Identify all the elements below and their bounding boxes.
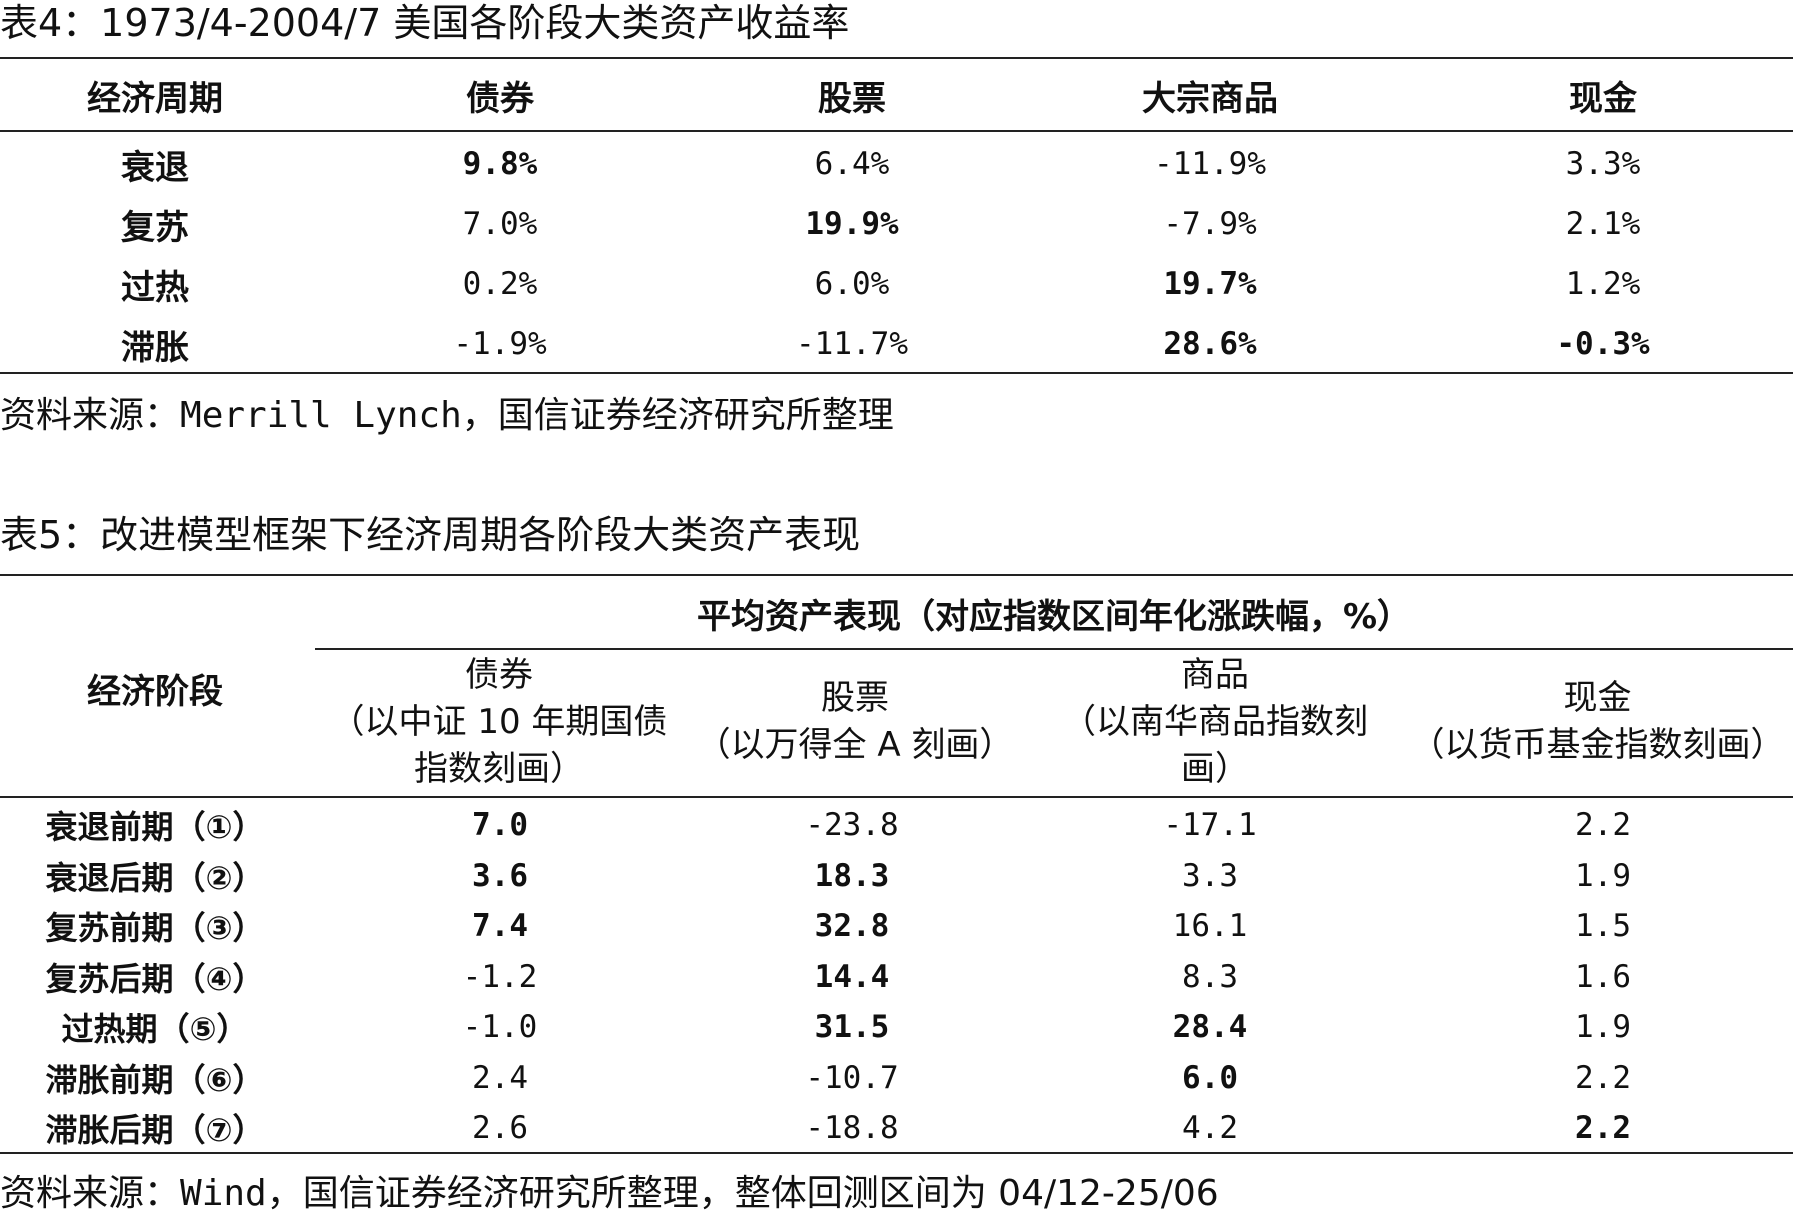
table5-col-cash-desc: （以货币基金指数刻画） <box>1410 725 1785 765</box>
table4-source-brand: Merrill Lynch <box>180 395 462 436</box>
table-cell: 2.2 <box>1575 1110 1631 1147</box>
table-cell: 3.3% <box>1565 146 1641 182</box>
table5-header-phase: 经济阶段 <box>87 671 223 712</box>
table5-col-bonds-desc: （以中证 10 年期国债指数刻画） <box>330 701 668 789</box>
row-label: 复苏后期（④） <box>45 959 265 998</box>
table-cell: 3.3 <box>1182 857 1238 894</box>
row-label: 衰退后期（②） <box>45 858 265 897</box>
table-cell: -1.9% <box>453 326 547 362</box>
table-cell: 2.2 <box>1575 1059 1631 1096</box>
table-cell: -1.2 <box>462 958 538 995</box>
table-cell: -1.0 <box>462 1009 538 1046</box>
table5-source-brand: Wind <box>180 1173 267 1214</box>
table-cell: -18.8 <box>805 1110 899 1147</box>
table5-source-prefix: 资料来源： <box>0 1173 181 1214</box>
table-cell: 1.9 <box>1575 857 1631 894</box>
table-cell: 31.5 <box>814 1009 890 1046</box>
row-label: 滞胀后期（⑦） <box>45 1111 265 1150</box>
table-cell: 2.6 <box>472 1110 528 1147</box>
row-label: 过热 <box>121 267 189 308</box>
table-cell: 3.6 <box>472 857 528 894</box>
table4-source-prefix: 资料来源： <box>0 395 181 436</box>
table-cell: 14.4 <box>814 958 890 995</box>
row-label: 复苏 <box>121 207 189 248</box>
table-cell: 8.3 <box>1182 958 1238 995</box>
table4-header-cash: 现金 <box>1569 78 1637 119</box>
table5-group-rule <box>315 648 1793 650</box>
table-cell: 1.5 <box>1575 908 1631 945</box>
table5-source: 资料来源：Wind，国信证券经济研究所整理，整体回测区间为 04/12-25/0… <box>0 1176 1219 1212</box>
row-label: 过热期（⑤） <box>61 1010 249 1049</box>
table4-header-phase: 经济周期 <box>87 78 223 119</box>
table5-col-stocks-desc: （以万得全 A 刻画） <box>696 725 1014 765</box>
table5-col-commodities-desc: （以南华商品指数刻画） <box>1062 701 1368 789</box>
table-cell: 1.2% <box>1565 266 1641 302</box>
table5-source-suffix: ，国信证券经济研究所整理，整体回测区间为 04/12-25/06 <box>266 1173 1219 1214</box>
table-cell: 1.9 <box>1575 1009 1631 1046</box>
table-cell: 6.4% <box>814 146 890 182</box>
table4-bottom-rule <box>0 372 1793 374</box>
table-cell: 18.3 <box>814 857 890 894</box>
table5-group-header: 平均资产表现（对应指数区间年化涨跌幅，%） <box>696 596 1412 637</box>
table4-top-rule <box>0 57 1793 59</box>
table-cell: 0.2% <box>462 266 538 302</box>
table-cell: 32.8 <box>814 908 890 945</box>
table4-source: 资料来源：Merrill Lynch，国信证券经济研究所整理 <box>0 398 894 434</box>
table-cell: 9.8% <box>462 146 538 182</box>
table5-col-commodities: 商品 （以南华商品指数刻画） <box>1045 650 1385 794</box>
table5-header-rule <box>0 796 1793 798</box>
table-cell: 28.4 <box>1172 1009 1248 1046</box>
table4-title: 表4：1973/4-2004/7 美国各阶段大类资产收益率 <box>0 1 850 45</box>
table-cell: -11.9% <box>1154 146 1266 182</box>
table-cell: 16.1 <box>1172 908 1248 945</box>
row-label: 衰退 <box>121 147 189 188</box>
table-cell: 7.0 <box>472 807 528 844</box>
row-label: 滞胀 <box>121 327 189 368</box>
table-cell: -11.7% <box>796 326 908 362</box>
table4-source-suffix: ，国信证券经济研究所整理 <box>461 395 894 436</box>
table-cell: 6.0% <box>814 266 890 302</box>
table4-header-stocks: 股票 <box>818 78 886 119</box>
table-cell: 19.9% <box>805 206 899 242</box>
table-cell: 4.2 <box>1182 1110 1238 1147</box>
table-cell: 2.1% <box>1565 206 1641 242</box>
table4-header-commodities: 大宗商品 <box>1142 78 1278 119</box>
table-cell: 1.6 <box>1575 958 1631 995</box>
table-cell: -23.8 <box>805 807 899 844</box>
table-cell: 19.7% <box>1163 266 1257 302</box>
table5-col-stocks-name: 股票 <box>821 678 889 718</box>
table5-bottom-rule <box>0 1152 1793 1154</box>
table-cell: 2.2 <box>1575 807 1631 844</box>
table5-col-bonds-name: 债券 <box>465 654 533 695</box>
table-cell: -10.7 <box>805 1059 899 1096</box>
table-cell: 7.4 <box>472 908 528 945</box>
table4-header-bonds: 债券 <box>466 78 534 119</box>
table5-top-rule <box>0 574 1793 576</box>
table5-col-cash: 现金 （以货币基金指数刻画） <box>1405 650 1790 794</box>
table5-title: 表5：改进模型框架下经济周期各阶段大类资产表现 <box>0 513 861 557</box>
table5-col-stocks: 股票 （以万得全 A 刻画） <box>690 650 1020 794</box>
table5-col-commodities-name: 商品 <box>1181 654 1249 695</box>
row-label: 衰退前期（①） <box>45 808 265 847</box>
table-cell: -17.1 <box>1163 807 1257 844</box>
table5-col-bonds: 债券 （以中证 10 年期国债指数刻画） <box>318 650 680 794</box>
table-cell: 6.0 <box>1182 1059 1238 1096</box>
table-cell: 28.6% <box>1163 326 1257 362</box>
row-label: 滞胀前期（⑥） <box>45 1060 265 1099</box>
table-cell: 2.4 <box>472 1059 528 1096</box>
table5-col-cash-name: 现金 <box>1563 678 1632 718</box>
table-cell: 7.0% <box>462 206 538 242</box>
table4-header-rule <box>0 130 1793 132</box>
table-cell: -7.9% <box>1163 206 1257 242</box>
table-cell: -0.3% <box>1556 326 1650 362</box>
row-label: 复苏前期（③） <box>45 909 265 948</box>
